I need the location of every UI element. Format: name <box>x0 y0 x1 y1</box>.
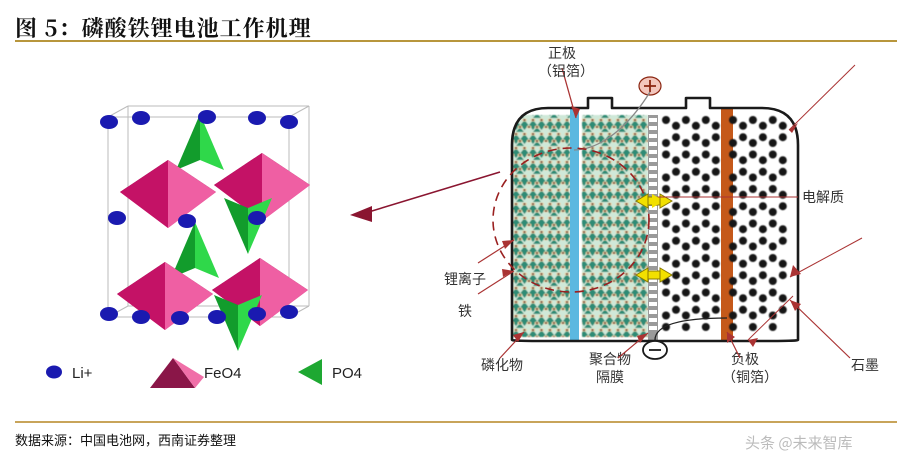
svg-text:正极: 正极 <box>548 43 576 63</box>
svg-text:负极: 负极 <box>731 349 759 369</box>
svg-text:Li+: Li+ <box>72 365 93 382</box>
svg-text:（铝箔）: （铝箔） <box>538 61 594 81</box>
svg-text:铁: 铁 <box>458 301 472 321</box>
svg-text:锂离子: 锂离子 <box>444 269 486 289</box>
svg-text:电解质: 电解质 <box>802 187 844 207</box>
svg-text:PO4: PO4 <box>332 365 362 382</box>
svg-text:隔膜: 隔膜 <box>596 367 624 387</box>
svg-text:FeO4: FeO4 <box>204 365 242 382</box>
svg-text:（铜箔）: （铜箔） <box>722 367 778 387</box>
svg-text:石墨: 石墨 <box>851 355 879 375</box>
svg-text:磷化物: 磷化物 <box>481 355 523 375</box>
